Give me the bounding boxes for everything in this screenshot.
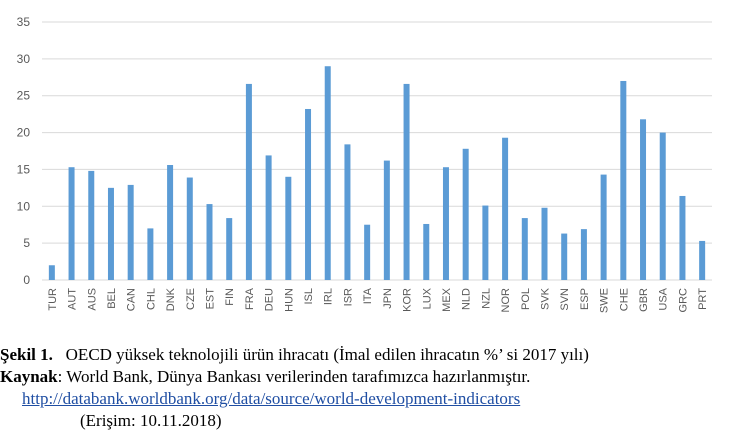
x-tick-label: CAN bbox=[126, 288, 138, 311]
chart-area: 0 5 10 15 20 25 30 35 TUR AUT AUS BEL CAN CHL DNK CZE ES… bbox=[17, 15, 712, 313]
x-tick-label: IRL bbox=[323, 288, 335, 305]
bar bbox=[541, 207, 548, 280]
bar bbox=[561, 233, 568, 280]
bar bbox=[285, 176, 292, 280]
bar bbox=[620, 80, 627, 280]
x-tick-label: NLD bbox=[461, 288, 473, 310]
bar bbox=[68, 167, 75, 280]
x-tick-label: CZE bbox=[185, 288, 197, 310]
bar bbox=[580, 229, 587, 280]
x-tick-label: NZL bbox=[480, 288, 492, 309]
x-tick-label: SWE bbox=[599, 288, 611, 313]
x-tick-label: DEU bbox=[264, 288, 276, 311]
bar bbox=[167, 165, 174, 280]
figure-label: Şekil 1. bbox=[0, 345, 53, 364]
bar bbox=[186, 177, 193, 280]
x-tick-label: DNK bbox=[165, 287, 177, 311]
y-tick-label: 5 bbox=[23, 236, 30, 250]
x-tick-label: PRT bbox=[697, 288, 709, 310]
bar bbox=[600, 174, 607, 280]
x-tick-label: JPN bbox=[382, 288, 394, 309]
x-tick-label: CHL bbox=[145, 288, 157, 310]
caption-line-4: (Erişim: 10.11.2018) bbox=[0, 410, 749, 432]
bar bbox=[88, 170, 95, 280]
bar bbox=[403, 83, 410, 280]
y-tick-label: 0 bbox=[23, 273, 30, 287]
y-tick-label: 20 bbox=[17, 126, 31, 140]
bar bbox=[383, 160, 390, 280]
bar bbox=[48, 265, 55, 280]
bar bbox=[659, 132, 666, 280]
x-tick-label: FIN bbox=[224, 288, 236, 306]
x-tick-label: EST bbox=[205, 288, 217, 310]
x-tick-label: ESP bbox=[579, 288, 591, 310]
bar bbox=[265, 155, 272, 280]
x-tick-label: HUN bbox=[283, 288, 295, 312]
bar bbox=[206, 204, 213, 280]
figure-caption: Şekil 1. OECD yüksek teknolojili ürün ih… bbox=[0, 344, 749, 432]
bar bbox=[245, 83, 252, 280]
caption-line-3: http://databank.worldbank.org/data/sourc… bbox=[0, 388, 749, 410]
bar bbox=[679, 195, 686, 280]
x-tick-label: SVK bbox=[540, 287, 552, 310]
x-tick-label: GRC bbox=[677, 288, 689, 313]
bar bbox=[462, 148, 469, 280]
bar bbox=[521, 218, 528, 280]
bar bbox=[107, 187, 114, 280]
source-link[interactable]: http://databank.worldbank.org/data/sourc… bbox=[22, 389, 521, 408]
access-date: (Erişim: 10.11.2018) bbox=[80, 411, 222, 430]
bar bbox=[502, 137, 509, 280]
source-text: : World Bank, Dünya Bankası verilerinden… bbox=[57, 367, 531, 386]
x-tick-label: ISR bbox=[342, 288, 354, 306]
y-tick-label: 15 bbox=[17, 162, 31, 176]
bar bbox=[324, 66, 331, 280]
bar bbox=[344, 144, 351, 280]
x-tick-label: SVN bbox=[559, 288, 571, 311]
bar bbox=[482, 205, 489, 280]
caption-line-2: Kaynak: World Bank, Dünya Bankası verile… bbox=[0, 366, 749, 388]
x-tick-label: POL bbox=[520, 288, 532, 310]
x-tick-label: BEL bbox=[106, 288, 118, 309]
y-tick-label: 10 bbox=[17, 199, 31, 213]
x-tick-label: NOR bbox=[500, 288, 512, 313]
x-tick-label: TUR bbox=[47, 288, 59, 311]
x-tick-label: AUS bbox=[86, 288, 98, 311]
x-tick-label: AUT bbox=[67, 288, 79, 310]
bar bbox=[127, 184, 134, 280]
figure-text: OECD yüksek teknolojili ürün ihracatı (İ… bbox=[65, 345, 589, 364]
bar bbox=[226, 218, 233, 280]
bar bbox=[305, 108, 312, 281]
x-tick-label: CHE bbox=[618, 288, 630, 311]
x-tick-label: ITA bbox=[362, 287, 374, 304]
y-tick-label: 35 bbox=[17, 15, 31, 29]
x-tick-label: KOR bbox=[402, 288, 414, 312]
bar bbox=[442, 167, 449, 280]
bar bbox=[423, 223, 430, 280]
bar bbox=[640, 119, 647, 280]
x-tick-label: LUX bbox=[421, 287, 433, 309]
y-tick-label: 30 bbox=[17, 52, 31, 66]
x-tick-label: FRA bbox=[244, 287, 256, 310]
x-tick-label: USA bbox=[658, 287, 670, 310]
x-tick-label: MEX bbox=[441, 287, 453, 312]
caption-line-1: Şekil 1. OECD yüksek teknolojili ürün ih… bbox=[0, 344, 749, 366]
source-label: Kaynak bbox=[0, 367, 58, 386]
bar bbox=[364, 224, 371, 280]
y-tick-label: 25 bbox=[17, 89, 31, 103]
x-tick-label: ISL bbox=[303, 288, 315, 305]
x-tick-label: GBR bbox=[638, 288, 650, 312]
bar bbox=[147, 228, 154, 280]
bar-chart: 0 5 10 15 20 25 30 35 TUR AUT AUS BEL CAN CHL DNK CZE ES… bbox=[17, 15, 712, 313]
bar bbox=[699, 240, 706, 280]
